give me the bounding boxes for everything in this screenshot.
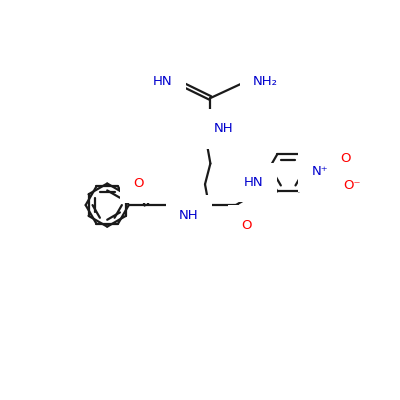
Text: N⁺: N⁺ bbox=[312, 166, 328, 178]
Text: O: O bbox=[241, 218, 252, 232]
Text: HN: HN bbox=[244, 176, 263, 189]
Text: HN: HN bbox=[153, 75, 173, 88]
Text: O: O bbox=[133, 177, 143, 190]
Text: NH₂: NH₂ bbox=[253, 75, 278, 88]
Text: NH: NH bbox=[179, 208, 198, 222]
Text: O⁻: O⁻ bbox=[343, 178, 360, 192]
Text: NH: NH bbox=[214, 122, 234, 135]
Text: O: O bbox=[340, 152, 351, 165]
